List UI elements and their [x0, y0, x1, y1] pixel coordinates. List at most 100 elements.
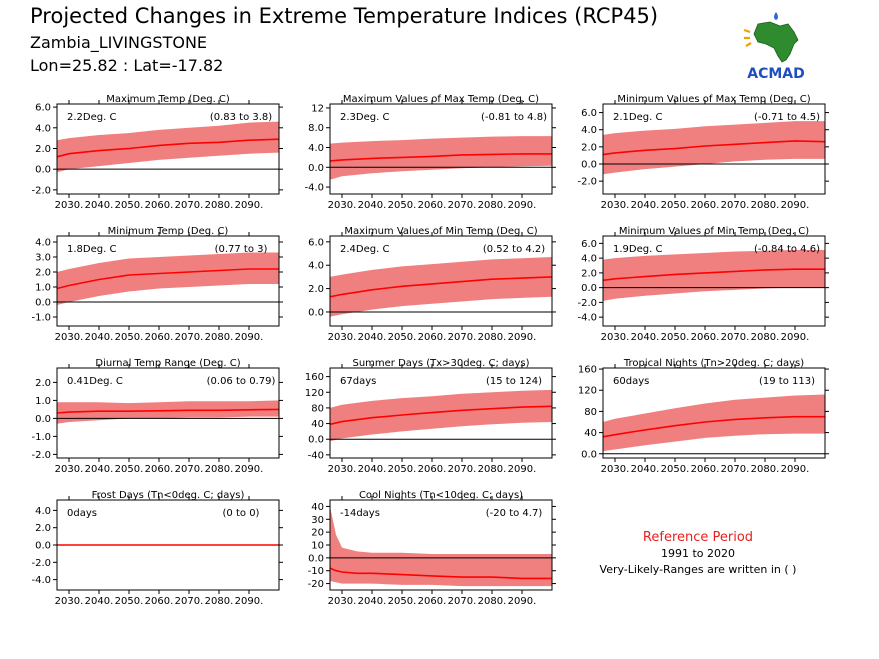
x-tick-label: 2030.	[328, 464, 357, 475]
y-tick-label: -40	[308, 450, 324, 461]
x-tick-label: 2040.	[631, 464, 660, 475]
median-change-line	[329, 276, 553, 298]
x-tick-label: 2080.	[205, 332, 234, 343]
y-tick-label: 3.0	[35, 253, 51, 264]
chart-panel-2: -4.0 0.0 4.0 8.0 12 2030. 2040. 2050. 2060. 2070.…	[304, 94, 556, 211]
y-tick-label: 6.0	[308, 237, 324, 248]
plot-frame	[602, 235, 826, 327]
y-tick-label: -10	[308, 566, 324, 577]
y-tick-label: 30	[311, 515, 324, 526]
median-change-label: 2.1Deg. C	[613, 112, 662, 123]
x-tick-label: 2090.	[235, 200, 264, 211]
y-tick-label: 4.0	[35, 506, 51, 517]
y-tick-label: 1.0	[35, 283, 51, 294]
y-tick-label: 0.0	[308, 435, 324, 446]
very-likely-range-label: (-0.81 to 4.8)	[481, 112, 547, 123]
y-tick-label: 160	[578, 365, 597, 376]
x-tick-label: 2040.	[631, 200, 660, 211]
very-likely-range-band	[57, 121, 279, 173]
x-tick-label: 2070.	[175, 464, 204, 475]
x-tick-label: 2050.	[661, 464, 690, 475]
x-tick-label: 2080.	[751, 464, 780, 475]
very-likely-range-label: (0.83 to 3.8)	[210, 112, 272, 123]
median-change-label: 0days	[67, 508, 97, 519]
x-tick-label: 2030.	[601, 332, 630, 343]
y-tick-label: 120	[305, 388, 324, 399]
y-tick-label: -2.0	[31, 450, 51, 461]
y-tick-label: -4.0	[31, 575, 51, 586]
x-tick-label: 2090.	[235, 332, 264, 343]
y-tick-label: 4.0	[35, 238, 51, 249]
y-tick-label: 8.0	[308, 123, 324, 134]
y-tick-label: -2.0	[577, 177, 597, 188]
y-tick-label: 2.0	[35, 144, 51, 155]
very-likely-range-band	[57, 252, 279, 305]
very-likely-range-label: (-0.84 to 4.6)	[754, 244, 820, 255]
plot-frame	[329, 103, 553, 195]
x-tick-label: 2090.	[235, 596, 264, 607]
x-tick-label: 2030.	[55, 596, 84, 607]
x-tick-label: 2060.	[145, 200, 174, 211]
x-tick-label: 2040.	[358, 332, 387, 343]
very-likely-range-band	[603, 250, 825, 301]
y-tick-label: 2.0	[35, 523, 51, 534]
logo-text: ACMAD	[747, 66, 805, 82]
chart-title: Maximum Values of Max Temp (Deg. C)	[343, 94, 539, 105]
chart-title: Summer Days (Tx>30deg. C; days)	[352, 358, 529, 369]
reference-period-years: 1991 to 2020	[660, 547, 736, 560]
x-tick-label: 2050.	[388, 596, 417, 607]
reference-period-title: Reference Period	[642, 530, 754, 545]
x-tick-label: 2080.	[478, 200, 507, 211]
x-tick-label: 2040.	[85, 464, 114, 475]
chart-panel-5: 0.0 2.0 4.0 6.0 2030. 2040. 2050. 2060. 2070. 208…	[308, 226, 556, 343]
y-tick-label: 1.0	[35, 396, 51, 407]
median-change-line	[329, 567, 552, 580]
median-change-label: -14days	[340, 508, 380, 519]
reference-period-note: Very-Likely-Ranges are written in ( )	[599, 563, 797, 576]
x-tick-label: 2080.	[478, 332, 507, 343]
median-change-line	[56, 138, 280, 158]
chart-panel-3: -2.0 0.0 2.0 4.0 6.0 2030. 2040. 2050. 2060. 2070…	[577, 94, 829, 211]
y-tick-label: -2.0	[31, 185, 51, 196]
y-tick-label: 2.0	[35, 268, 51, 279]
y-tick-label: -1.0	[31, 432, 51, 443]
very-likely-range-band	[330, 257, 552, 317]
x-tick-label: 2070.	[448, 596, 477, 607]
x-tick-label: 2040.	[85, 596, 114, 607]
plot-frame	[56, 367, 280, 459]
y-tick-label: -1.0	[31, 313, 51, 324]
very-likely-range-label: (0 to 0)	[223, 508, 260, 519]
x-tick-label: 2030.	[55, 332, 84, 343]
x-tick-label: 2030.	[55, 200, 84, 211]
x-tick-label: 2030.	[601, 200, 630, 211]
median-change-line	[56, 408, 280, 414]
x-tick-label: 2050.	[115, 332, 144, 343]
y-tick-label: -20	[308, 579, 324, 590]
station-name: Zambia_LIVINGSTONE	[30, 33, 208, 52]
x-tick-label: 2040.	[358, 200, 387, 211]
median-change-label: 1.8Deg. C	[67, 244, 116, 255]
median-change-label: 2.3Deg. C	[340, 112, 389, 123]
median-change-label: 1.9Deg. C	[613, 244, 662, 255]
x-tick-label: 2030.	[328, 596, 357, 607]
x-tick-label: 2090.	[508, 464, 537, 475]
chart-title: Frost Days (Tn<0deg. C; days)	[92, 490, 245, 501]
y-tick-label: 0.0	[581, 449, 597, 460]
y-tick-label: 0.0	[581, 160, 597, 171]
very-likely-range-band	[603, 121, 825, 175]
y-tick-label: 40	[311, 502, 324, 513]
x-tick-label: 2080.	[478, 464, 507, 475]
africa-shape	[753, 21, 799, 63]
x-tick-label: 2050.	[115, 464, 144, 475]
y-tick-label: 0.0	[35, 541, 51, 552]
median-change-line	[329, 153, 552, 162]
chart-title: Minimum Values of Min Temp (Deg. C)	[619, 226, 809, 237]
x-tick-label: 2050.	[115, 200, 144, 211]
x-tick-label: 2050.	[388, 332, 417, 343]
sun-rays-icon	[743, 28, 752, 47]
plot-frame	[56, 103, 280, 195]
very-likely-range-band	[603, 394, 825, 452]
